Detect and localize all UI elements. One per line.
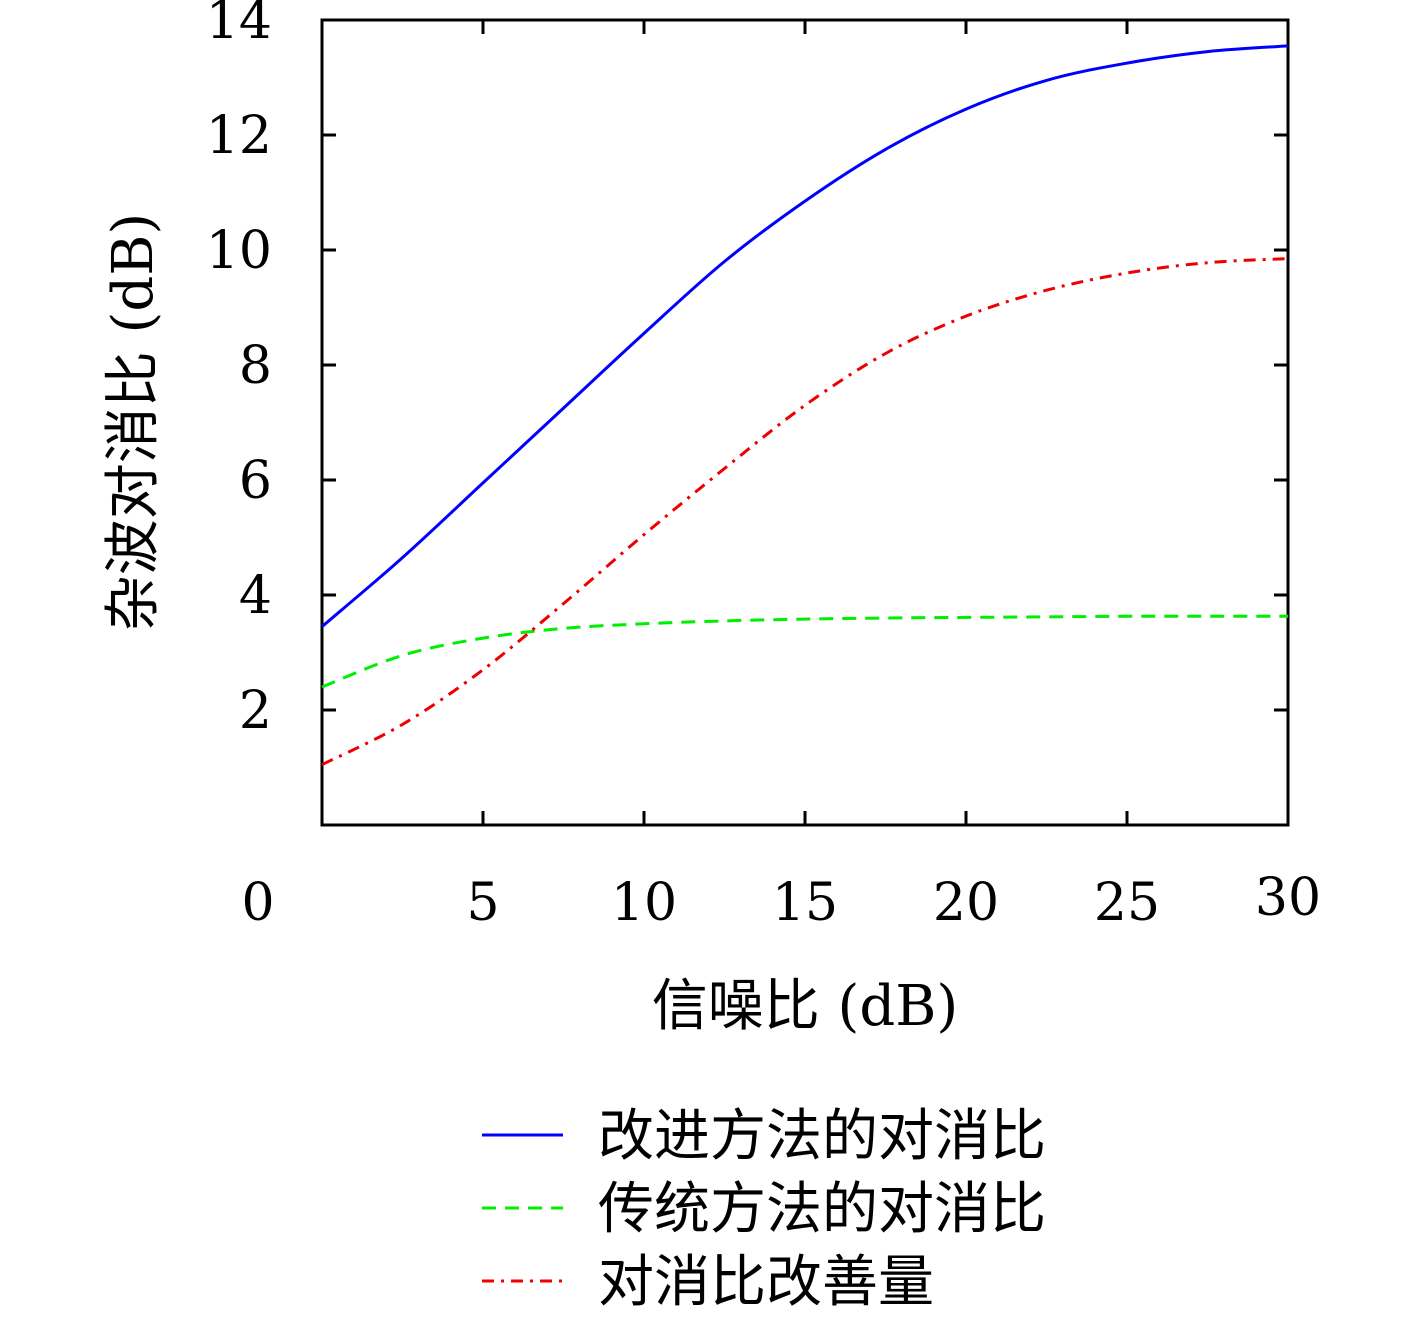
x-tick-labels: 0 5 10 15 20 25 30 (241, 868, 1321, 933)
y-axis-label: 杂波对消比 (dB) (101, 213, 166, 632)
x-tick-label: 5 (466, 873, 499, 933)
series-lines (321, 44, 1289, 766)
x-tick-label: 0 (241, 873, 274, 933)
x-tick-label: 15 (772, 873, 838, 933)
x-tick-label: 30 (1255, 868, 1321, 928)
x-tick-label: 25 (1094, 873, 1160, 933)
y-tick-label: 10 (206, 221, 272, 281)
legend-label-1: 改进方法的对消比 (598, 1104, 1046, 1169)
x-tick-label: 20 (933, 873, 999, 933)
y-tick-label: 8 (239, 336, 272, 396)
legend-label-3: 对消比改善量 (598, 1250, 934, 1315)
x-tick-label: 10 (611, 873, 677, 933)
series-line-2 (321, 614, 1288, 689)
y-tick-label: 2 (239, 681, 272, 741)
y-tick-label: 6 (239, 451, 272, 511)
y-tick-label: 12 (206, 106, 272, 166)
axis-ticks (322, 20, 1288, 825)
y-tick-labels: 2 4 6 8 10 12 14 (206, 0, 272, 741)
series-line-3 (321, 257, 1289, 766)
y-tick-label: 4 (239, 566, 272, 626)
series-line-1 (321, 44, 1289, 628)
legend-label-2: 传统方法的对消比 (598, 1177, 1046, 1242)
x-axis-label: 信噪比 (dB) (652, 974, 959, 1039)
plot-frame (320, 18, 1290, 827)
y-tick-label: 14 (206, 0, 272, 51)
